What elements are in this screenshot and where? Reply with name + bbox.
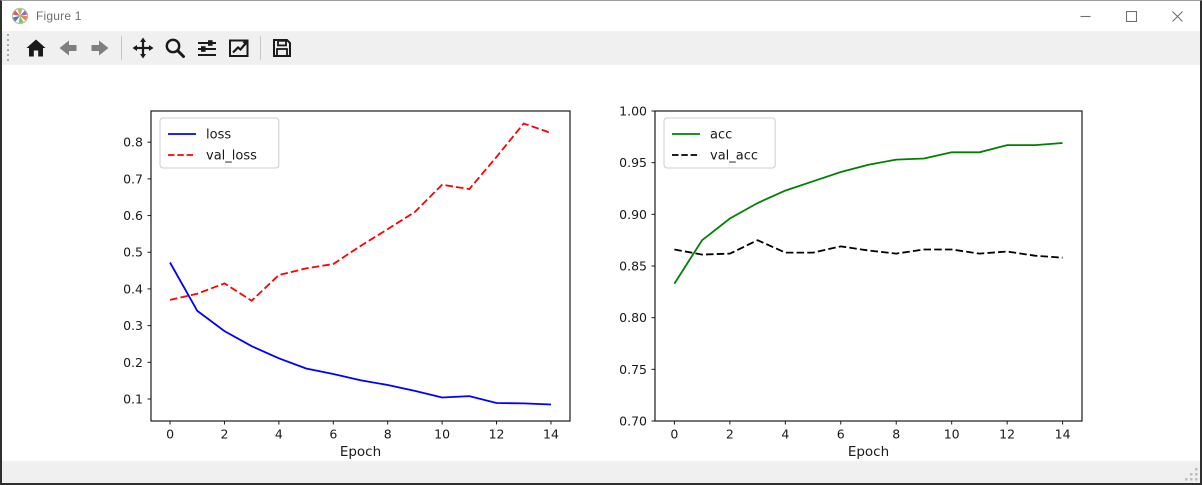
back-button[interactable]: [53, 33, 83, 63]
forward-arrow-icon: [91, 40, 109, 56]
svg-text:12: 12: [999, 427, 1015, 442]
svg-text:12: 12: [489, 427, 505, 442]
svg-text:0.3: 0.3: [123, 318, 143, 333]
acc-line: [673, 142, 1063, 285]
svg-text:6: 6: [837, 427, 845, 442]
matplotlib-logo-icon: [11, 7, 29, 25]
figure-canvas[interactable]: 0 2 4 6 8 10 12 14 0.1 0.2 0.3 0.4 0.5 0.6 0.7 0.8 Epoch…: [2, 65, 1200, 461]
val_loss-line: [169, 122, 552, 302]
save-button[interactable]: [267, 33, 297, 63]
svg-text:0.95: 0.95: [619, 155, 647, 170]
svg-text:4: 4: [781, 427, 789, 442]
forward-button[interactable]: [85, 33, 115, 63]
svg-text:0.5: 0.5: [123, 245, 143, 260]
svg-text:14: 14: [1055, 427, 1071, 442]
minimize-button[interactable]: [1062, 1, 1108, 31]
svg-text:1.00: 1.00: [619, 104, 647, 119]
svg-text:acc: acc: [710, 128, 732, 143]
plots-svg: 0 2 4 6 8 10 12 14 0.1 0.2 0.3 0.4 0.5 0.6 0.7 0.8 Epoch…: [123, 104, 1083, 460]
svg-text:val_loss: val_loss: [206, 149, 257, 164]
home-icon: [26, 39, 46, 57]
svg-text:loss: loss: [206, 128, 231, 143]
svg-text:0.1: 0.1: [123, 391, 143, 406]
titlebar[interactable]: Figure 1: [2, 1, 1200, 31]
svg-text:Epoch: Epoch: [848, 444, 889, 460]
svg-text:0.2: 0.2: [123, 355, 143, 370]
accuracy-plot-legend: acc val_acc: [663, 117, 776, 169]
loss-plot: 0 2 4 6 8 10 12 14 0.1 0.2 0.3 0.4 0.5 0.6 0.7 0.8 Epoch…: [123, 110, 571, 460]
close-icon: [1171, 10, 1183, 22]
pan-button[interactable]: [128, 33, 158, 63]
svg-text:10: 10: [434, 427, 450, 442]
toolbar-separator: [260, 36, 261, 60]
magnifier-icon: [165, 38, 185, 58]
floppy-save-icon: [273, 39, 291, 57]
svg-text:0: 0: [166, 427, 174, 442]
loss-line: [169, 262, 552, 406]
maximize-button[interactable]: [1108, 1, 1154, 31]
val_acc-line: [674, 239, 1063, 259]
pan-move-icon: [132, 37, 154, 59]
navigation-toolbar: [2, 31, 1200, 65]
statusbar: [2, 461, 1200, 483]
toolbar-separator: [121, 36, 122, 60]
svg-text:0.85: 0.85: [619, 259, 647, 274]
svg-text:2: 2: [726, 427, 734, 442]
svg-text:0.80: 0.80: [619, 310, 647, 325]
back-arrow-icon: [59, 40, 77, 56]
svg-text:4: 4: [275, 427, 283, 442]
svg-text:6: 6: [329, 427, 337, 442]
window-controls: [1062, 1, 1200, 31]
svg-text:14: 14: [543, 427, 559, 442]
svg-text:0.70: 0.70: [619, 414, 647, 429]
svg-text:0.6: 0.6: [123, 208, 143, 223]
svg-text:0.90: 0.90: [619, 207, 647, 222]
resize-grip[interactable]: [1185, 468, 1198, 481]
svg-text:8: 8: [384, 427, 392, 442]
line-chart-icon: [229, 39, 249, 57]
window-title: Figure 1: [36, 9, 82, 23]
svg-text:Epoch: Epoch: [340, 444, 381, 460]
svg-text:8: 8: [892, 427, 900, 442]
sliders-icon: [198, 40, 216, 56]
minimize-icon: [1080, 15, 1090, 17]
accuracy-plot: 0 2 4 6 8 10 12 14 0.70 0.75 0.80 0.85 0.90 0.95 1.00 E…: [619, 104, 1083, 460]
svg-text:val_acc: val_acc: [710, 149, 758, 164]
edit-axes-button[interactable]: [224, 33, 254, 63]
maximize-icon: [1125, 10, 1137, 22]
svg-text:10: 10: [944, 427, 960, 442]
svg-text:0.4: 0.4: [123, 281, 143, 296]
svg-text:0.75: 0.75: [619, 362, 647, 377]
svg-text:2: 2: [220, 427, 228, 442]
close-button[interactable]: [1154, 1, 1200, 31]
svg-text:0: 0: [670, 427, 678, 442]
home-button[interactable]: [21, 33, 51, 63]
zoom-rect-button[interactable]: [160, 33, 190, 63]
svg-text:0.8: 0.8: [123, 135, 143, 150]
svg-text:0.7: 0.7: [123, 171, 143, 186]
configure-subplots-button[interactable]: [192, 33, 222, 63]
toolbar-grip: [6, 34, 11, 62]
loss-plot-legend: loss val_loss: [159, 117, 280, 169]
